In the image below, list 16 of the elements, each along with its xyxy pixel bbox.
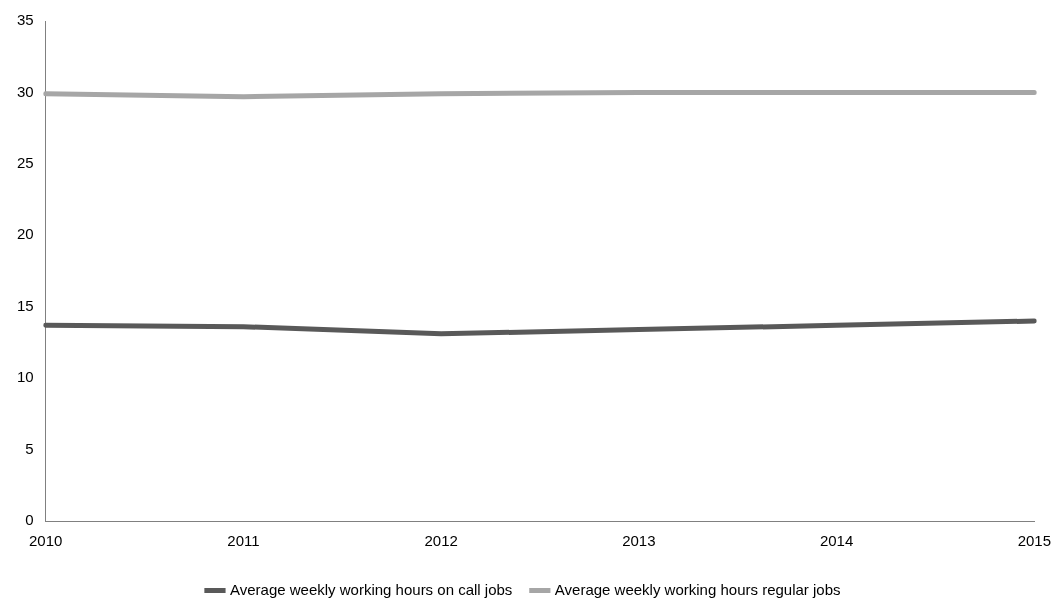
y-tick-label: 15 [17, 296, 34, 314]
legend-label: Average weekly working hours regular jobs [554, 580, 841, 598]
x-tick-label: 2012 [424, 532, 458, 550]
x-tick-label: 2010 [29, 532, 63, 550]
y-tick-label: 5 [25, 439, 34, 457]
y-tick-label: 25 [17, 154, 34, 171]
x-tick-label: 2013 [622, 532, 656, 550]
x-tick-label: 2015 [1017, 532, 1051, 550]
legend-label: Average weekly working hours on call jobs [229, 580, 513, 598]
y-tick-label: 20 [17, 225, 34, 243]
y-tick-label: 35 [17, 11, 34, 29]
y-tick-label: 0 [25, 511, 34, 529]
y-tick-label: 30 [17, 82, 34, 100]
x-tick-label: 2011 [227, 532, 260, 550]
x-tick-label: 2014 [819, 532, 854, 550]
y-tick-label: 10 [17, 368, 34, 386]
